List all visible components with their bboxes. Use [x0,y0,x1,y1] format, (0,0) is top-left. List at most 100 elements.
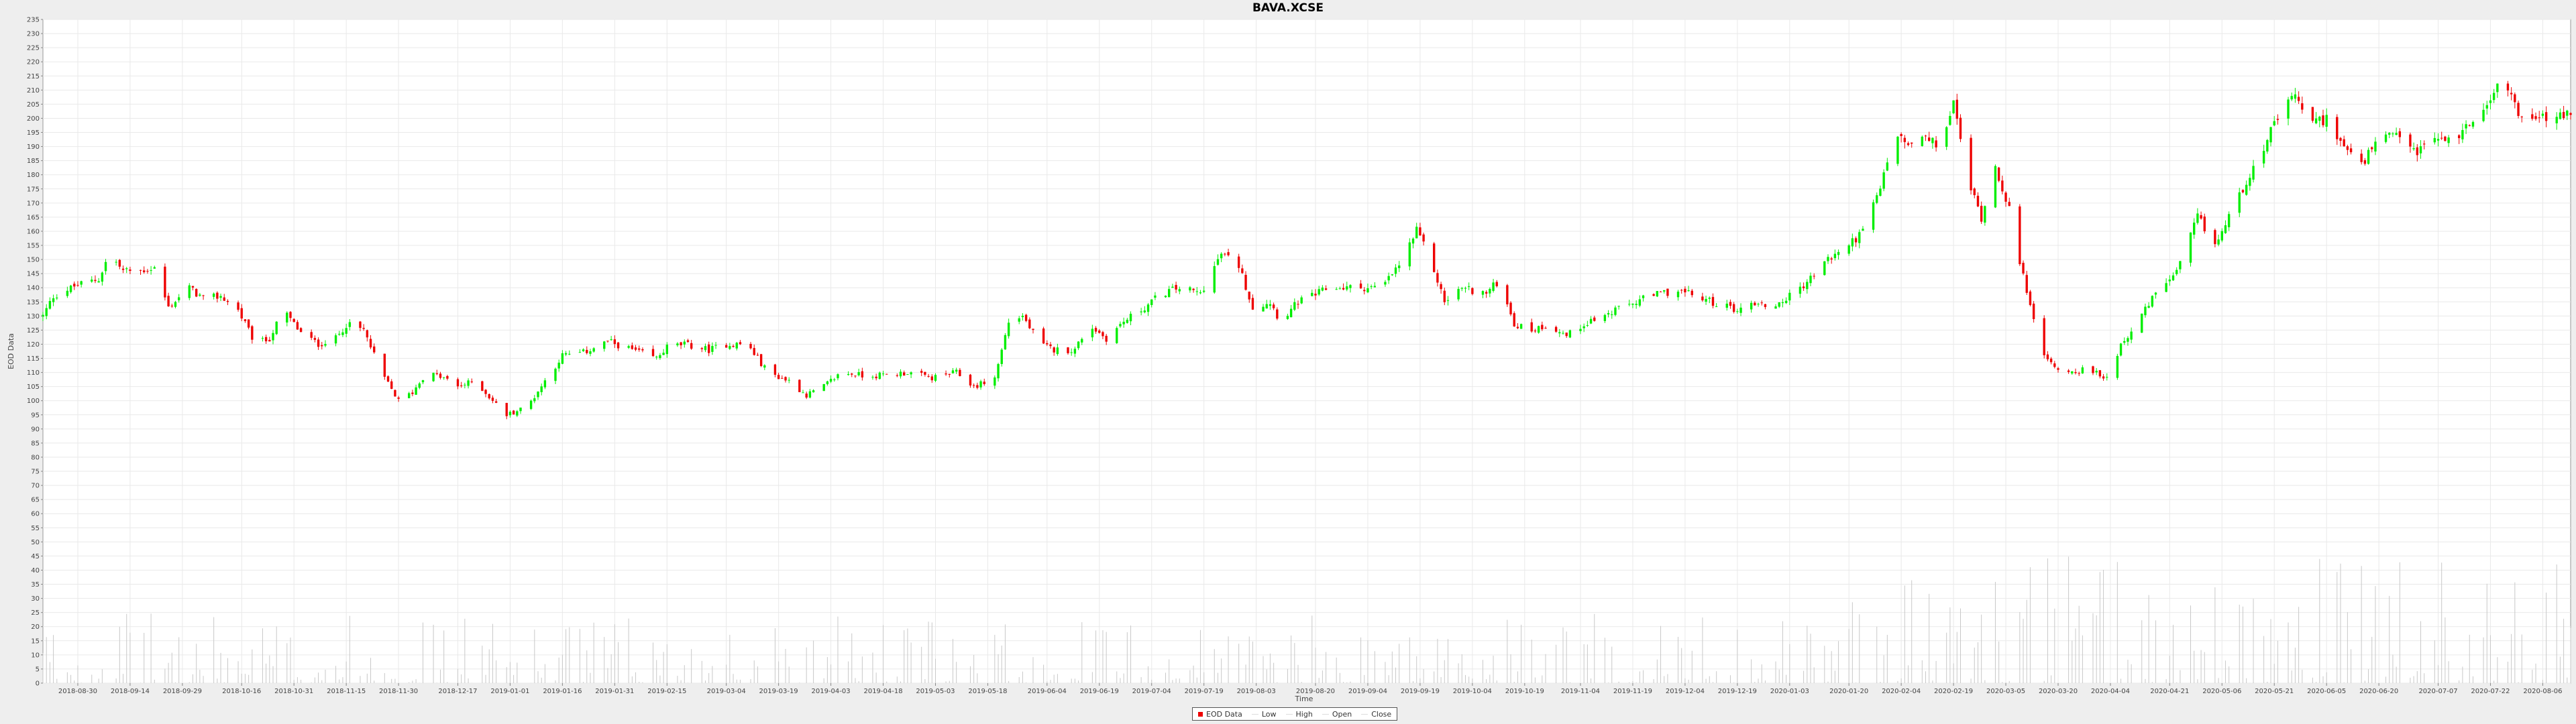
candle-up [2262,151,2265,164]
x-tick-label: 2020-01-03 [1770,688,1809,695]
y-tick-label: 175 [27,186,40,193]
candle-up [1004,335,1007,350]
candle-up [1715,306,1718,308]
y-tick-label: 235 [27,17,40,24]
candle-down [1248,292,1250,300]
candle-down [439,373,442,378]
candle-down [851,373,853,375]
candle-down [749,343,752,349]
y-tick-label: 210 [27,87,40,95]
y-tick-label: 160 [27,228,40,235]
candle-down [976,385,979,388]
y-tick-label: 80 [31,454,40,461]
candle-up [662,353,665,355]
x-tick-label: 2019-05-03 [916,688,955,695]
candle-up [627,346,630,348]
legend-label: Open [1332,709,1352,719]
x-tick-label: 2018-11-15 [327,688,366,695]
x-tick-label: 2019-10-19 [1505,688,1544,695]
candle-up [1837,251,1840,255]
candle-up [45,308,48,316]
candle-up [1833,253,1837,259]
candle-up [1603,314,1607,321]
candle-up [2374,141,2377,152]
y-tick-label: 15 [31,638,40,645]
candle-up [2433,137,2436,143]
candle-down [2311,107,2314,121]
candle-up [906,374,909,375]
candle-down [2098,370,2102,377]
candle-down [732,346,735,347]
candle-up [1663,290,1666,292]
legend-item-eod: EOD Data [1198,710,1242,719]
candle-down [512,410,515,415]
candle-down [1175,285,1177,290]
candle-up [2116,356,2119,378]
candle-down [2043,318,2045,355]
candle-down [1976,196,1980,206]
y-tick-label: 55 [31,525,40,532]
x-tick-label: 2019-12-04 [1666,688,1705,695]
candle-down [195,289,198,297]
candle-down [1032,328,1034,330]
candle-up [338,333,341,335]
candle-up [2249,178,2251,186]
candle-up [1481,291,1485,295]
legend-label: High [1295,709,1313,719]
x-tick-label: 2019-11-04 [1561,688,1600,695]
candle-up [2196,213,2199,223]
candle-down [2409,134,2412,147]
candle-down [1422,234,1425,242]
candle-down [2336,117,2339,139]
x-tick-label: 2018-11-30 [379,688,418,695]
candle-down [1042,328,1045,344]
candle-up [1077,341,1080,349]
candle-up [1286,316,1289,319]
candle-down [456,379,460,387]
candle-down [313,338,317,340]
candle-down [903,372,906,376]
candle-up [2555,117,2558,123]
candle-down [164,266,166,298]
candle-down [1433,243,1436,272]
candle-down [1495,282,1498,286]
x-tick-label: 2018-10-16 [222,688,261,695]
candle-down [2203,217,2206,231]
candle-down [1830,258,1833,260]
candle-up [802,392,804,394]
x-tick-label: 2019-05-18 [968,688,1007,695]
x-tick-label: 2020-07-22 [2471,688,2510,695]
candle-up [1220,253,1223,259]
candle-down [321,345,323,347]
candle-up [1537,326,1540,333]
candle-down [1764,304,1767,308]
candle-up [2367,149,2370,164]
candle-down [2276,119,2279,121]
candle-down [1854,238,1858,243]
candle-up [2154,292,2157,295]
candle-up [2496,83,2499,93]
candle-up [91,280,93,282]
candle-up [1202,290,1205,292]
x-tick-label: 2018-09-14 [111,688,150,695]
x-tick-label: 2020-08-06 [2523,688,2562,695]
x-axis: 2018-08-30 2018-09-14 2018-09-29 2018-10-16… [58,683,2562,695]
candle-down [1924,135,1927,137]
candle-down [1666,288,1669,296]
candle-down [143,270,146,273]
x-tick-label: 2020-03-05 [1986,688,2025,695]
x-tick-label: 2018-08-30 [58,688,97,695]
candle-down [641,349,644,351]
candle-up [881,373,885,375]
y-tick-label: 115 [27,355,40,363]
candle-down [2049,358,2053,363]
candle-up [1562,333,1564,334]
y-tick-label: 185 [27,158,40,165]
y-tick-label: 220 [27,59,40,66]
candle-up [2392,133,2394,135]
candle-down [2046,354,2049,359]
y-tick-label: 165 [27,214,40,221]
candle-down [1363,290,1366,292]
x-tick-label: 2019-08-20 [1296,688,1335,695]
legend-swatch-red-icon [1198,711,1203,717]
